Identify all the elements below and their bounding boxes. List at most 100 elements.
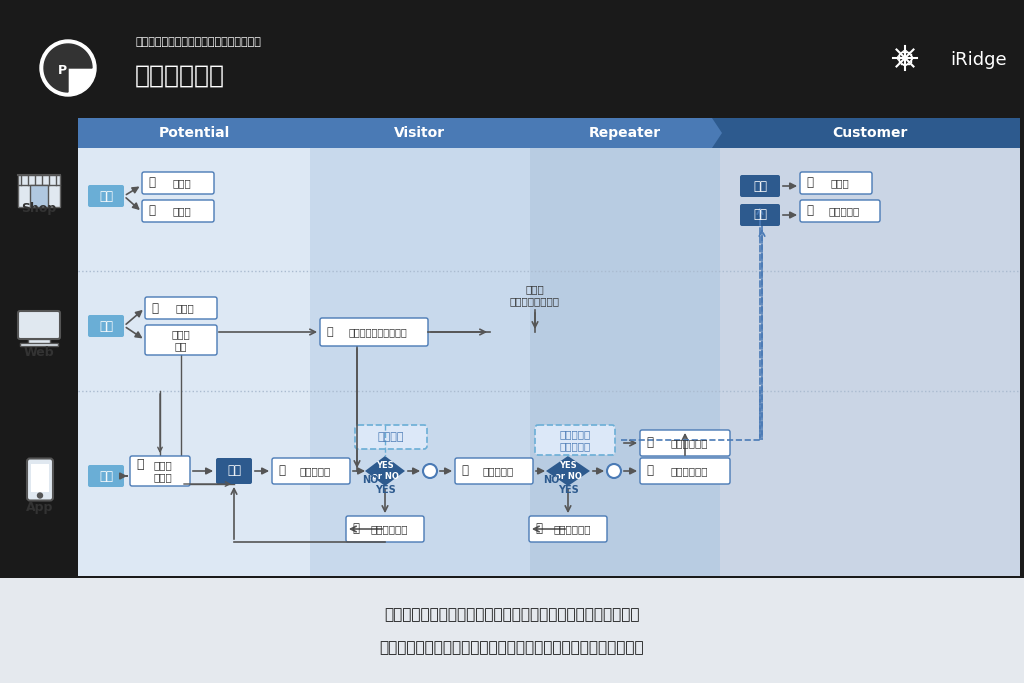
Text: 会員登録: 会員登録 xyxy=(378,432,404,442)
Text: 声掛け: 声掛け xyxy=(830,178,849,188)
Text: NO: NO xyxy=(361,475,378,485)
FancyBboxPatch shape xyxy=(455,458,534,484)
Text: 📋: 📋 xyxy=(462,464,469,477)
Text: 購入: 購入 xyxy=(753,180,767,193)
Text: メッセージ: メッセージ xyxy=(299,466,331,476)
FancyBboxPatch shape xyxy=(18,311,60,339)
Text: シナリオ設計: シナリオ設計 xyxy=(135,64,225,88)
Bar xyxy=(310,118,530,576)
Text: 会員証提示: 会員証提示 xyxy=(828,206,859,216)
Text: プッシュ通知: プッシュ通知 xyxy=(371,524,408,534)
Text: アプリ
限定: アプリ 限定 xyxy=(172,329,190,351)
Text: 🏠: 🏠 xyxy=(646,436,653,449)
Circle shape xyxy=(423,464,437,478)
Text: YES
or NO: YES or NO xyxy=(555,461,582,481)
Polygon shape xyxy=(712,118,1020,148)
Text: 休眠／
アンインストール: 休眠／ アンインストール xyxy=(510,284,560,306)
Text: YES
or NO: YES or NO xyxy=(372,461,398,481)
FancyBboxPatch shape xyxy=(740,204,780,226)
Polygon shape xyxy=(522,118,732,148)
FancyBboxPatch shape xyxy=(800,200,880,222)
Text: お気に入り
店舗の登録: お気に入り 店舗の登録 xyxy=(559,429,591,451)
Polygon shape xyxy=(44,44,92,92)
Text: P: P xyxy=(57,64,67,76)
Text: NO: NO xyxy=(543,475,559,485)
Bar xyxy=(31,464,49,492)
FancyBboxPatch shape xyxy=(142,172,214,194)
FancyBboxPatch shape xyxy=(640,430,730,456)
Text: ユーザーステージ別に取ってほしい行動シナリオを洗い出し、: ユーザーステージ別に取ってほしい行動シナリオを洗い出し、 xyxy=(384,607,640,622)
FancyBboxPatch shape xyxy=(88,315,124,337)
Text: 📢: 📢 xyxy=(807,176,813,189)
Bar xyxy=(30,184,48,206)
Text: アイリッジの「アプリ成長支援サービス」: アイリッジの「アプリ成長支援サービス」 xyxy=(135,37,261,47)
Text: 💬: 💬 xyxy=(646,464,653,477)
Text: 🅐: 🅐 xyxy=(136,458,143,471)
FancyBboxPatch shape xyxy=(535,425,615,455)
Text: iRidge: iRidge xyxy=(950,51,1007,69)
FancyBboxPatch shape xyxy=(145,297,217,319)
Text: プッシュ通知: プッシュ通知 xyxy=(553,524,591,534)
Bar xyxy=(0,0,1024,108)
FancyBboxPatch shape xyxy=(88,465,124,487)
FancyBboxPatch shape xyxy=(130,456,190,486)
Bar xyxy=(0,578,1024,683)
Text: Customer: Customer xyxy=(833,126,907,140)
Polygon shape xyxy=(365,456,406,486)
Text: 来訪: 来訪 xyxy=(99,320,113,333)
Bar xyxy=(18,174,60,206)
Text: ストア
ページ: ストア ページ xyxy=(154,460,172,482)
Text: クーポン付与: クーポン付与 xyxy=(671,438,708,448)
Bar xyxy=(720,118,1020,576)
FancyBboxPatch shape xyxy=(142,200,214,222)
FancyBboxPatch shape xyxy=(319,318,428,346)
Text: Potential: Potential xyxy=(159,126,229,140)
Text: 💬: 💬 xyxy=(352,522,359,535)
FancyBboxPatch shape xyxy=(740,175,780,197)
Text: Web: Web xyxy=(24,346,54,359)
FancyBboxPatch shape xyxy=(272,458,350,484)
Text: メッセージ: メッセージ xyxy=(482,466,514,476)
Text: App: App xyxy=(27,501,53,514)
Text: 声掛け: 声掛け xyxy=(173,206,191,216)
Text: 検索: 検索 xyxy=(99,469,113,482)
FancyBboxPatch shape xyxy=(27,458,53,501)
Bar xyxy=(28,339,50,344)
Text: ⭐: ⭐ xyxy=(807,204,813,217)
Text: 来店: 来店 xyxy=(753,208,767,221)
Text: Visitor: Visitor xyxy=(394,126,445,140)
Text: Shop: Shop xyxy=(22,202,56,215)
Bar xyxy=(530,118,720,576)
Circle shape xyxy=(38,493,43,498)
Text: 📋: 📋 xyxy=(279,464,286,477)
Text: 起動: 起動 xyxy=(227,464,241,477)
FancyBboxPatch shape xyxy=(529,516,607,542)
Polygon shape xyxy=(78,118,322,148)
Circle shape xyxy=(607,464,621,478)
Text: 販促物: 販促物 xyxy=(173,178,191,188)
Text: 📋: 📋 xyxy=(148,176,156,189)
Text: 💬: 💬 xyxy=(536,522,543,535)
Polygon shape xyxy=(302,118,542,148)
Text: YES: YES xyxy=(375,485,395,495)
Circle shape xyxy=(40,40,96,96)
Text: 💻: 💻 xyxy=(327,327,334,337)
Bar xyxy=(20,343,58,346)
Text: YES: YES xyxy=(558,485,579,495)
Text: Repeater: Repeater xyxy=(589,126,662,140)
Text: 📎: 📎 xyxy=(152,301,159,314)
FancyBboxPatch shape xyxy=(88,185,124,207)
Text: リンク: リンク xyxy=(176,303,195,313)
FancyBboxPatch shape xyxy=(355,425,427,449)
Text: どのような状態のユーザーにどのような施策を打つかを定義する: どのような状態のユーザーにどのような施策を打つかを定義する xyxy=(380,641,644,656)
Text: 📢: 📢 xyxy=(148,204,156,217)
Bar xyxy=(78,118,310,576)
Polygon shape xyxy=(546,456,590,486)
Text: リターゲティング広告: リターゲティング広告 xyxy=(348,327,408,337)
FancyBboxPatch shape xyxy=(216,458,252,484)
FancyBboxPatch shape xyxy=(145,325,217,355)
FancyBboxPatch shape xyxy=(800,172,872,194)
FancyBboxPatch shape xyxy=(640,458,730,484)
Text: プッシュ通知: プッシュ通知 xyxy=(671,466,708,476)
FancyBboxPatch shape xyxy=(346,516,424,542)
